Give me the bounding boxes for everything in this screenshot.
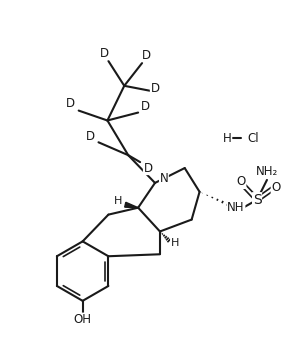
Text: D: D [151,82,159,95]
Text: H: H [171,238,179,248]
Text: D: D [100,47,109,60]
Text: NH₂: NH₂ [256,165,278,177]
Text: D: D [141,49,151,62]
Text: Cl: Cl [247,132,259,145]
Text: D: D [144,161,153,175]
Text: D: D [66,97,75,110]
Text: D: D [86,130,95,143]
Text: O: O [237,175,246,188]
Text: NH: NH [227,201,245,214]
Text: O: O [271,181,281,195]
Text: N: N [159,173,168,185]
Text: H: H [223,132,232,145]
Text: OH: OH [74,313,91,326]
Text: D: D [140,100,150,113]
Text: S: S [253,193,261,207]
Text: H: H [114,196,122,206]
Polygon shape [125,202,138,208]
